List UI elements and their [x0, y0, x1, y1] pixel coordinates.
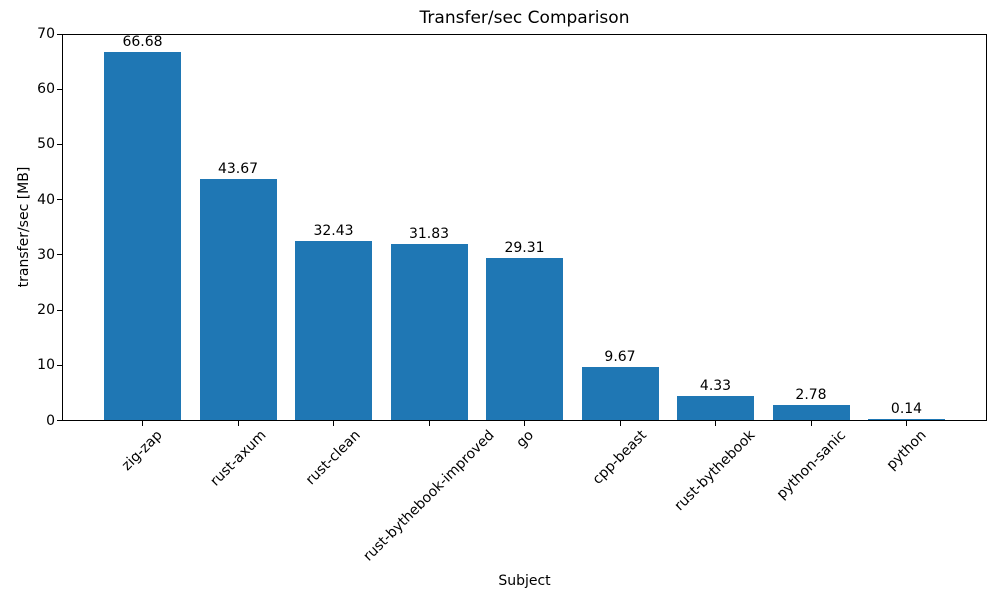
- x-tick-label: rust-clean: [303, 427, 365, 489]
- x-axis-label: Subject: [498, 573, 551, 589]
- x-tick-mark: [810, 421, 812, 426]
- x-tick-mark: [906, 421, 907, 426]
- y-tick-mark: [57, 309, 62, 311]
- bar-zig-zap: [104, 51, 181, 420]
- y-tick-mark: [57, 143, 62, 145]
- x-tick-mark: [142, 421, 143, 426]
- bar-rust-bythebook: [677, 396, 754, 420]
- bar-value-label: 4.33: [699, 378, 732, 395]
- x-tick-label: rust-axum: [206, 427, 269, 490]
- x-tick-mark: [428, 421, 430, 426]
- x-tick-mark: [524, 421, 525, 426]
- y-tick-label: 0: [46, 412, 55, 429]
- x-tick-label: rust-bythebook: [671, 427, 759, 515]
- chart-title: Transfer/sec Comparison: [419, 8, 630, 28]
- y-tick-mark: [57, 254, 62, 256]
- x-tick-mark: [619, 421, 621, 426]
- x-tick-label: python: [883, 427, 930, 474]
- bar-value-label: 66.68: [122, 33, 163, 50]
- x-tick-label: cpp-beast: [590, 427, 651, 488]
- y-tick-mark: [57, 33, 62, 35]
- y-tick-label: 60: [37, 81, 55, 98]
- x-tick-mark: [715, 421, 716, 426]
- bar-rust-bythebook-improved: [390, 244, 468, 420]
- y-tick-mark: [57, 420, 62, 421]
- y-tick-label: 70: [37, 26, 55, 42]
- y-tick-mark: [57, 88, 62, 90]
- y-tick-mark: [57, 199, 62, 201]
- y-tick-label: 20: [37, 302, 55, 319]
- bar-value-label: 43.67: [217, 160, 259, 177]
- x-tick-label: zig-zap: [119, 427, 166, 474]
- y-axis-label: transfer/sec [MB]: [16, 166, 32, 288]
- x-tick-label: python-sanic: [773, 427, 849, 503]
- bar-python-sanic: [772, 404, 850, 420]
- x-tick-mark: [237, 421, 239, 426]
- y-tick-label: 50: [37, 136, 55, 153]
- bar-rust-clean: [295, 240, 372, 420]
- bar-value-label: 0.14: [890, 401, 923, 418]
- y-tick-mark: [57, 364, 62, 366]
- bar-value-label: 2.78: [795, 386, 827, 403]
- bar-go: [486, 258, 563, 420]
- bar-cpp-beast: [581, 366, 659, 420]
- y-tick-label: 10: [37, 357, 55, 374]
- y-tick-label: 40: [37, 191, 55, 208]
- bar-value-label: 9.67: [604, 348, 636, 365]
- bar-rust-axum: [199, 178, 277, 420]
- x-tick-label: go: [512, 427, 537, 451]
- y-tick-label: 30: [37, 246, 55, 263]
- x-tick-label: rust-bythebook-improved: [360, 427, 498, 565]
- bar-value-label: 32.43: [313, 222, 354, 239]
- bar-value-label: 29.31: [504, 240, 545, 257]
- bar-value-label: 31.83: [408, 226, 450, 243]
- x-tick-mark: [333, 421, 334, 426]
- bar-python: [868, 419, 945, 420]
